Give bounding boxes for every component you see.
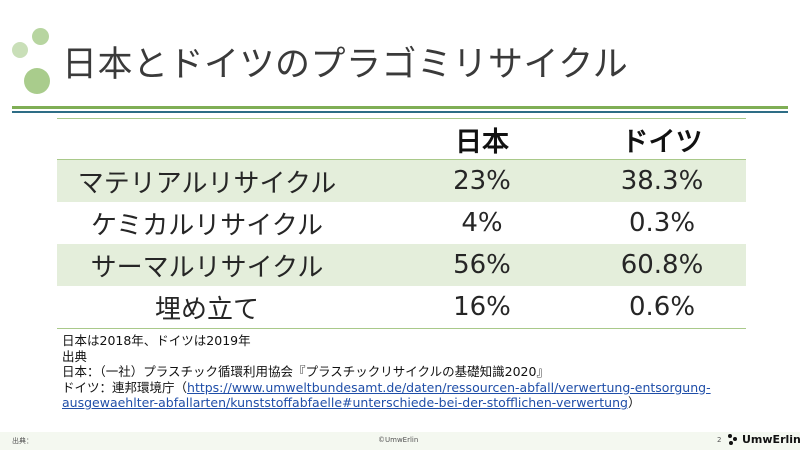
uba-link-part2[interactable]: ausgewaehlter-abfallarten/kunststoffabfa…	[62, 395, 628, 410]
slide-title: 日本とドイツのプラゴミリサイクル	[62, 45, 629, 85]
germany-source-label: ドイツ：連邦環境庁（	[62, 379, 188, 395]
table-row: マテリアルリサイクル 23% 38.3%	[57, 160, 746, 202]
japan-value: 23%	[453, 166, 511, 196]
row-label: マテリアルリサイクル	[77, 168, 337, 199]
decor-circle-top	[32, 28, 49, 45]
germany-value: 60.8%	[620, 250, 704, 280]
table-header-row: 日本 ドイツ	[57, 118, 746, 160]
footer-source-label: 出典：	[12, 437, 33, 445]
header-cell-germany: ドイツ	[621, 126, 703, 158]
decor-circle-large	[24, 68, 50, 94]
table-row: 埋め立て 16% 0.6%	[57, 286, 746, 329]
page-number: 2	[717, 436, 722, 444]
row-label: ケミカルリサイクル	[91, 210, 323, 241]
germany-source-close: ）	[627, 395, 641, 410]
recycling-table: 日本 ドイツ マテリアルリサイクル 23% 38.3% ケミカルリサイクル 4%…	[57, 118, 746, 329]
table-row: サーマルリサイクル 56% 60.8%	[57, 244, 746, 286]
uba-link-part1[interactable]: https://www.umweltbundesamt.de/daten/res…	[187, 379, 711, 395]
row-label: サーマルリサイクル	[90, 252, 324, 283]
footer-bar	[0, 432, 800, 450]
note-source-germany-cont: ausgewaehlter-abfallarten/kunststoffabfa…	[62, 395, 711, 411]
header-cell-japan: 日本	[455, 126, 509, 158]
germany-value: 38.3%	[620, 166, 704, 196]
brand-logo: UmwErlin	[728, 433, 800, 446]
row-label: 埋め立て	[154, 294, 259, 325]
note-years: 日本は2018年、ドイツは2019年	[62, 333, 251, 348]
decor-circle-small	[12, 42, 28, 58]
japan-value: 4%	[461, 208, 503, 238]
japan-value: 56%	[453, 250, 511, 280]
germany-value: 0.3%	[628, 208, 696, 238]
table-row: ケミカルリサイクル 4% 0.3%	[57, 202, 746, 244]
source-notes: 日本は2018年、ドイツは2019年 出典 日本：（一社）プラスチック循環利用協…	[62, 333, 711, 411]
note-source-japan: 日本：（一社）プラスチック循環利用協会『プラスチックリサイクルの基礎知識2020…	[62, 364, 549, 379]
japan-value: 16%	[453, 292, 511, 322]
note-source-germany: ドイツ：連邦環境庁（https://www.umweltbundesamt.de…	[62, 380, 711, 396]
note-source-heading: 出典	[62, 348, 88, 364]
title-rule-green	[12, 106, 788, 109]
logo-dots-icon	[728, 433, 740, 446]
title-rule-blue	[12, 111, 788, 113]
footer-copyright: ©UmwErlin	[378, 436, 419, 444]
germany-value: 0.6%	[628, 292, 696, 322]
logo-text: UmwErlin	[742, 433, 800, 446]
